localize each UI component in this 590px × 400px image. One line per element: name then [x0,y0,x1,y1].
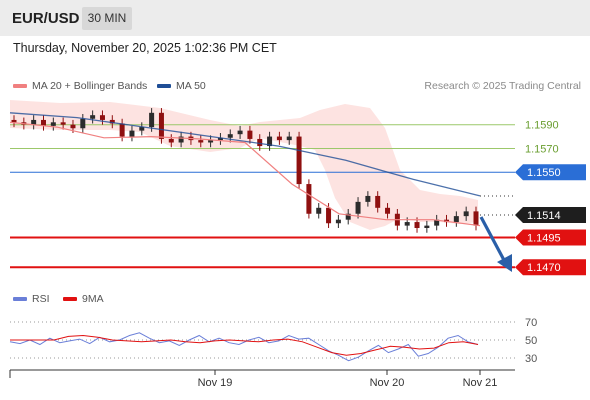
candle-body [217,137,223,141]
candle-body [385,207,391,214]
legend-ma50: MA 50 [157,80,206,92]
candle-body [326,207,332,224]
candle-body [257,138,263,147]
candle-body [60,122,66,125]
candle-body [286,136,292,141]
candle-body [149,112,155,128]
candle-body [99,115,105,120]
rsi-tick-50: 50 [525,335,537,347]
candle-body [70,124,76,129]
candle-body [345,213,351,220]
candle-body [375,195,381,208]
candle-body [119,123,125,137]
x-tick-label: Nov 21 [463,377,498,389]
ma50-line [9,112,481,197]
candle-body [237,130,243,135]
ma20-line [9,121,481,227]
candle-body [355,201,361,214]
legend-ma20: MA 20 + Bollinger Bands [13,80,147,92]
level-label-1.1590: 1.1590 [525,120,559,132]
candle-body [80,118,86,129]
rsi9-swatch [63,297,77,302]
rsi-tick-30: 30 [525,353,537,365]
candle-body [453,216,459,223]
candle-body [365,195,371,202]
ma50-label: MA 50 [176,80,206,92]
candle-body [316,207,322,214]
candle-body [296,136,302,185]
candle-body [11,119,17,123]
candle-body [247,130,253,139]
candle-body [404,222,410,226]
candle-body [109,119,115,124]
level-tag-1.1550 [515,164,586,181]
candle-body [40,119,46,126]
x-tick-label: Nov 20 [370,377,405,389]
rsi9-line [10,334,479,356]
candle-body [424,225,430,228]
current-price-tag [515,206,586,223]
current-price-label: 1.1514 [527,210,561,222]
candle-body [90,115,96,119]
level-label-1.1470: 1.1470 [527,262,561,274]
rsi-label: RSI [32,293,50,305]
candle-body [267,136,273,147]
candle-body [276,136,282,141]
credit-text: Research © 2025 Trading Central [424,80,581,92]
candle-body [208,140,214,143]
ma20-label: MA 20 + Bollinger Bands [32,80,148,92]
ma50-swatch [157,84,171,89]
symbol-title: EUR/USD [12,10,80,27]
rsi9-label: 9MA [82,293,104,305]
candle-body [31,119,37,125]
forecast-arrow-shaft [479,216,507,263]
candle-body [178,136,184,143]
candle-body [306,184,312,214]
level-tag-1.1495 [515,229,586,246]
candle-body [473,211,479,226]
level-tag-1.1470 [515,259,586,276]
x-tick-label: Nov 19 [198,377,233,389]
candle-body [227,134,233,138]
rsi-swatch [13,297,27,302]
candle-body [463,211,469,217]
rsi-line [9,332,479,362]
candle-body [414,222,420,228]
candle-body [198,140,204,143]
level-label-1.1495: 1.1495 [527,233,561,245]
candle-body [434,219,440,226]
candle-body [168,138,174,143]
legend-rsi: RSI [13,293,50,305]
ma20-swatch [13,84,27,89]
timeframe-badge[interactable]: 30 MIN [82,7,132,30]
candle-body [129,130,135,137]
bollinger-band [10,100,478,230]
candle-body [139,127,145,131]
level-label-1.1550: 1.1550 [527,167,561,179]
candle-body [50,122,56,126]
legend-rsi9: 9MA [63,293,104,305]
forecast-arrow-head [497,254,512,272]
timestamp: Thursday, November 20, 2025 1:02:36 PM C… [13,41,277,55]
title-bar: EUR/USD 30 MIN [0,0,590,36]
candle-body [158,112,164,139]
candle-body [335,219,341,224]
rsi-tick-70: 70 [525,317,537,329]
level-label-1.1570: 1.1570 [525,143,559,155]
